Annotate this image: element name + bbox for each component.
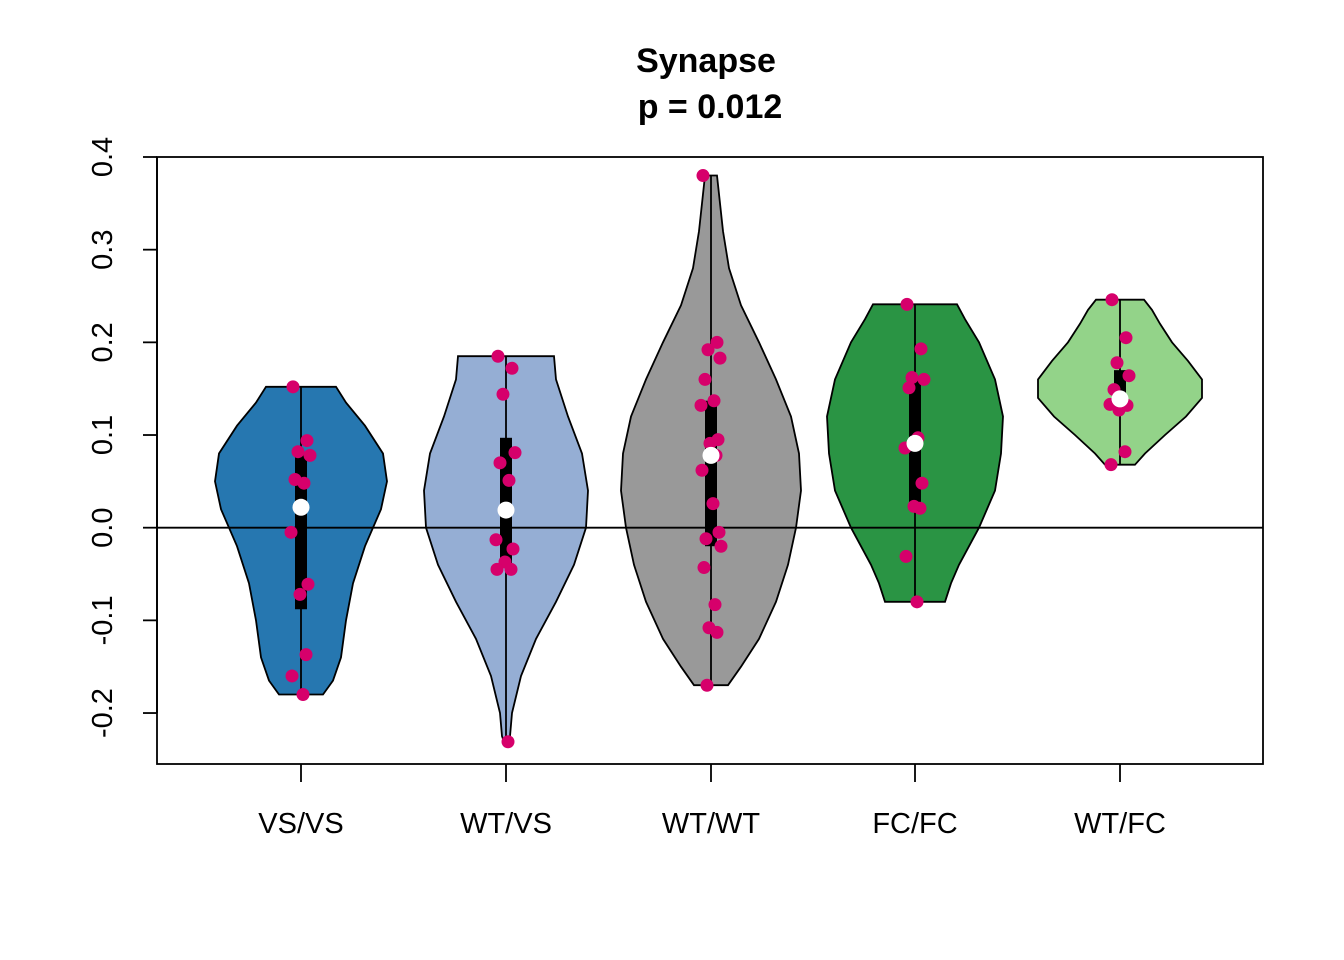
data-point xyxy=(297,476,311,490)
data-point xyxy=(708,598,722,612)
data-point xyxy=(695,463,709,477)
data-point xyxy=(1105,293,1119,307)
data-point xyxy=(505,361,519,375)
data-point xyxy=(713,351,727,365)
data-point xyxy=(1118,445,1132,459)
y-axis: -0.2 -0.1 0.0 0.1 0.2 0.3 0.4 xyxy=(87,137,158,738)
data-point xyxy=(712,525,726,539)
iqr-box xyxy=(500,437,512,565)
data-point xyxy=(303,448,317,462)
y-tick-label: 0.1 xyxy=(87,415,119,455)
data-point xyxy=(913,501,927,515)
y-tick-label: -0.1 xyxy=(87,595,119,645)
data-point xyxy=(899,549,913,563)
y-tick-label: 0.2 xyxy=(87,322,119,362)
data-point xyxy=(710,335,724,349)
data-point xyxy=(285,669,299,683)
data-point xyxy=(714,539,728,553)
y-tick-label: -0.2 xyxy=(87,688,119,738)
data-point xyxy=(301,577,315,591)
x-axis: VS/VS WT/VS WT/WT FC/FC WT/FC xyxy=(258,764,1166,840)
data-point xyxy=(296,687,310,701)
data-point xyxy=(286,380,300,394)
data-point xyxy=(284,525,298,539)
data-point xyxy=(1104,458,1118,472)
median-marker xyxy=(497,501,515,519)
data-point xyxy=(1122,369,1136,383)
data-point xyxy=(914,342,928,356)
median-marker xyxy=(702,446,720,464)
data-point xyxy=(700,678,714,692)
data-point xyxy=(1119,331,1133,345)
data-point xyxy=(699,532,713,546)
y-tick-label: 0.0 xyxy=(87,508,119,548)
x-tick-label: VS/VS xyxy=(258,808,343,840)
data-point xyxy=(694,398,708,412)
data-point xyxy=(902,381,916,395)
data-point xyxy=(496,387,510,401)
data-point xyxy=(501,735,515,749)
data-point xyxy=(703,436,717,450)
data-point xyxy=(706,497,720,511)
data-point xyxy=(506,542,520,556)
data-point xyxy=(504,562,518,576)
median-marker xyxy=(1111,390,1129,408)
x-tick-label: WT/VS xyxy=(460,808,552,840)
data-point xyxy=(697,561,711,575)
median-marker xyxy=(906,434,924,452)
data-point xyxy=(293,587,307,601)
data-point xyxy=(900,297,914,311)
data-point xyxy=(300,434,314,448)
data-point xyxy=(701,343,715,357)
data-point xyxy=(696,169,710,183)
data-point xyxy=(905,371,919,385)
data-point xyxy=(490,562,504,576)
data-point xyxy=(707,394,721,408)
data-point xyxy=(491,349,505,363)
data-point xyxy=(698,372,712,386)
data-point xyxy=(493,456,507,470)
data-point xyxy=(1110,356,1124,370)
y-tick-label: 0.4 xyxy=(87,137,119,177)
x-tick-label: WT/FC xyxy=(1074,808,1166,840)
point-layer xyxy=(284,169,1136,749)
data-point xyxy=(710,625,724,639)
y-tick-label: 0.3 xyxy=(87,230,119,270)
data-point xyxy=(299,648,313,662)
iqr-box xyxy=(295,453,307,610)
chart-subtitle: p = 0.012 xyxy=(638,88,783,126)
x-tick-label: FC/FC xyxy=(872,808,957,840)
data-point xyxy=(502,473,516,487)
data-point xyxy=(291,445,305,459)
data-point xyxy=(917,372,931,386)
data-point xyxy=(910,595,924,609)
x-tick-label: WT/WT xyxy=(662,808,761,840)
data-point xyxy=(915,476,929,490)
median-marker xyxy=(292,498,310,516)
data-point xyxy=(489,533,503,547)
data-point xyxy=(508,446,522,460)
chart-title: Synapse xyxy=(636,42,776,80)
